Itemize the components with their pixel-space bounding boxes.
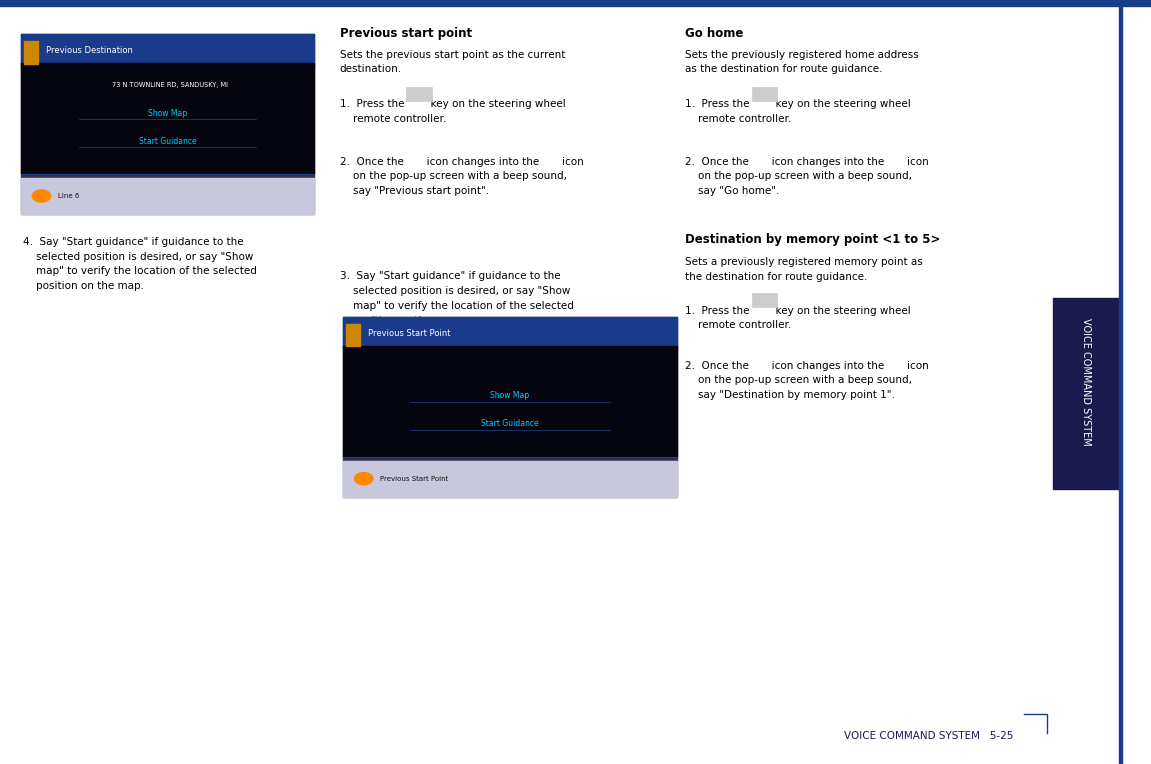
Circle shape bbox=[32, 190, 51, 202]
Text: 4.  Say "Start guidance" if guidance to the
    selected position is desired, or: 4. Say "Start guidance" if guidance to t… bbox=[23, 237, 257, 291]
Bar bbox=[406, 87, 432, 101]
Circle shape bbox=[355, 472, 373, 485]
Bar bbox=[346, 324, 360, 346]
Bar bbox=[1119, 0, 1122, 764]
Bar bbox=[343, 317, 677, 349]
Text: Sets the previous start point as the current
destination.: Sets the previous start point as the cur… bbox=[340, 50, 565, 74]
Text: 73 N TOWNLINE RD, SANDUSKY, MI: 73 N TOWNLINE RD, SANDUSKY, MI bbox=[112, 82, 228, 88]
Text: 2.  Once the       icon changes into the       icon
    on the pop-up screen wit: 2. Once the icon changes into the icon o… bbox=[340, 157, 584, 196]
Text: 1.  Press the        key on the steering wheel
    remote controller.: 1. Press the key on the steering wheel r… bbox=[685, 99, 910, 124]
Text: 3.  Say "Start guidance" if guidance to the
    selected position is desired, or: 3. Say "Start guidance" if guidance to t… bbox=[340, 271, 573, 325]
Text: 2.  Once the       icon changes into the       icon
    on the pop-up screen wit: 2. Once the icon changes into the icon o… bbox=[685, 157, 929, 196]
Bar bbox=[21, 34, 314, 214]
Text: Line 6: Line 6 bbox=[58, 193, 79, 199]
Text: 2.  Once the       icon changes into the       icon
    on the pop-up screen wit: 2. Once the icon changes into the icon o… bbox=[685, 361, 929, 400]
Text: Go home: Go home bbox=[685, 27, 744, 40]
Text: 1.  Press the        key on the steering wheel
    remote controller.: 1. Press the key on the steering wheel r… bbox=[685, 306, 910, 330]
Bar bbox=[343, 317, 677, 497]
Text: Start Guidance: Start Guidance bbox=[481, 419, 539, 428]
Bar bbox=[1053, 298, 1119, 489]
Text: VOICE COMMAND SYSTEM   5-25: VOICE COMMAND SYSTEM 5-25 bbox=[844, 731, 1013, 741]
Text: Destination by memory point <1 to 5>: Destination by memory point <1 to 5> bbox=[685, 233, 940, 246]
Text: Sets the previously registered home address
as the destination for route guidanc: Sets the previously registered home addr… bbox=[685, 50, 918, 74]
Text: 1.  Press the        key on the steering wheel
    remote controller.: 1. Press the key on the steering wheel r… bbox=[340, 99, 565, 124]
Text: Previous Start Point: Previous Start Point bbox=[380, 476, 448, 481]
Bar bbox=[752, 293, 777, 307]
Bar bbox=[752, 87, 777, 101]
Text: Previous Destination: Previous Destination bbox=[46, 46, 132, 55]
Bar bbox=[343, 461, 677, 497]
Text: Previous start point: Previous start point bbox=[340, 27, 472, 40]
Bar bbox=[21, 34, 314, 66]
Text: Previous Start Point: Previous Start Point bbox=[368, 329, 451, 338]
Text: Sets a previously registered memory point as
the destination for route guidance.: Sets a previously registered memory poin… bbox=[685, 257, 923, 282]
Bar bbox=[21, 63, 314, 174]
Text: Show Map: Show Map bbox=[490, 391, 529, 400]
Text: Start Guidance: Start Guidance bbox=[138, 137, 197, 145]
Bar bbox=[21, 178, 314, 214]
Bar bbox=[24, 41, 38, 63]
Bar bbox=[0, 0, 1151, 6]
Bar bbox=[343, 346, 677, 457]
Bar bbox=[1053, 0, 1119, 764]
Text: Show Map: Show Map bbox=[148, 108, 186, 118]
Text: VOICE COMMAND SYSTEM: VOICE COMMAND SYSTEM bbox=[1081, 318, 1091, 446]
